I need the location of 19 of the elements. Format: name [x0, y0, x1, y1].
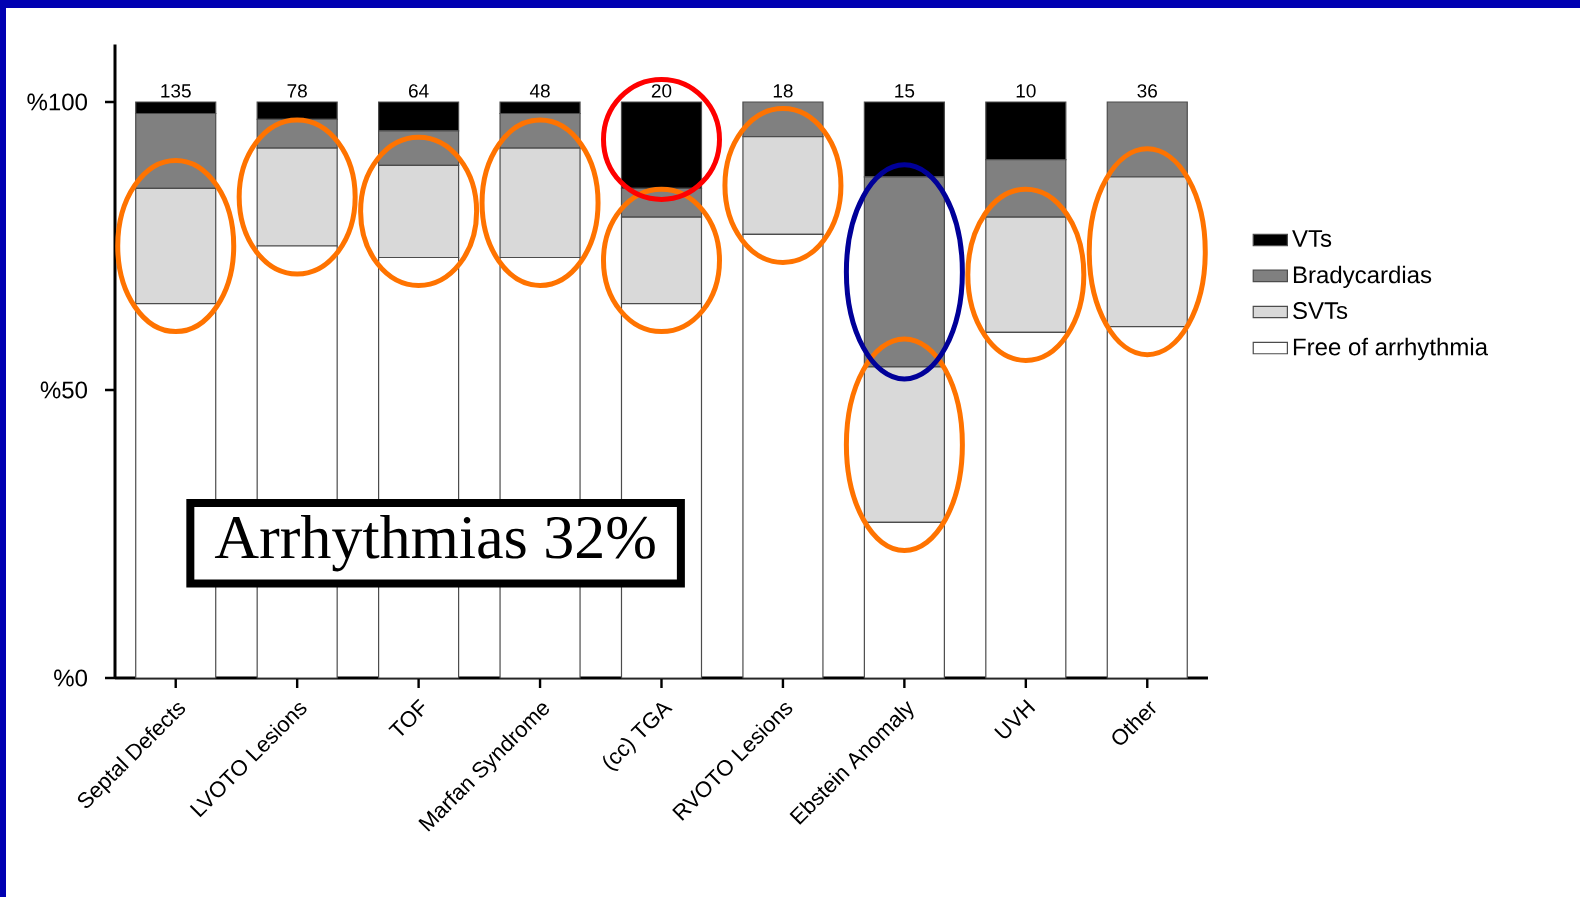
- annotation: Arrhythmias 32%: [214, 514, 655, 572]
- y-tick-label: %0: [54, 669, 88, 687]
- legend-label: Free of arrhythmia: [1293, 337, 1489, 361]
- legend-label: SVTs: [1293, 302, 1348, 320]
- annotation: 135: [161, 84, 191, 98]
- annotation: 78: [287, 84, 307, 98]
- annotation: 15: [895, 84, 915, 98]
- annotation: 64: [409, 84, 429, 98]
- y-tick-label: %100: [27, 93, 87, 111]
- annotation: 20: [651, 84, 672, 98]
- annotation: 36: [1137, 84, 1157, 98]
- annotation: 48: [529, 84, 550, 98]
- legend-label: Bradycardias: [1293, 265, 1432, 289]
- x-tick-label: TOF: [388, 698, 425, 736]
- annotation: 18: [773, 84, 793, 98]
- legend-label: VTs: [1292, 230, 1332, 247]
- x-tick-label: (cc) TGA: [603, 702, 673, 771]
- annotation: 10: [1016, 84, 1036, 98]
- y-tick-label: %50: [40, 381, 87, 399]
